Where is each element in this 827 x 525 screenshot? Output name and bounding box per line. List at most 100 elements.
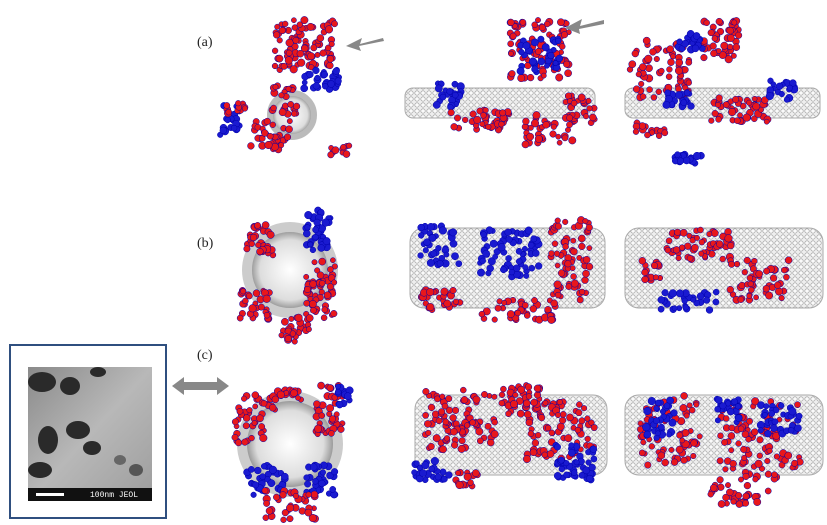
bead [277, 38, 283, 44]
bead [694, 235, 699, 240]
bead [317, 35, 324, 42]
bead [555, 263, 560, 268]
bead [458, 445, 465, 452]
bead [676, 446, 683, 453]
bead [305, 509, 312, 516]
bead [502, 300, 507, 305]
bead [285, 335, 292, 342]
bead [645, 462, 652, 469]
bead [338, 426, 345, 433]
bead [571, 100, 577, 106]
bead [252, 420, 257, 425]
bead [288, 101, 294, 107]
bead [736, 441, 742, 447]
bead [662, 459, 669, 466]
arrow [346, 38, 384, 51]
bead [691, 453, 697, 459]
bead [433, 101, 440, 108]
bead [263, 500, 269, 506]
bead [571, 248, 578, 255]
bead [330, 486, 336, 492]
bead [315, 75, 321, 81]
bead [649, 444, 655, 450]
bead [716, 241, 723, 248]
bead [704, 20, 710, 26]
bead [738, 297, 744, 303]
bead [684, 413, 689, 418]
bead [555, 412, 560, 417]
bead [698, 227, 704, 233]
bead [738, 477, 743, 482]
bead [765, 488, 771, 494]
bead [725, 235, 733, 243]
bead [663, 101, 670, 108]
bead [314, 425, 322, 433]
bead [418, 224, 425, 231]
bead [675, 86, 681, 92]
bead [715, 406, 721, 412]
bead [779, 295, 785, 301]
bead [555, 292, 561, 298]
bead [254, 467, 261, 474]
bead [675, 152, 681, 158]
bead [311, 491, 318, 498]
bead [728, 108, 736, 116]
bead [440, 394, 445, 399]
bead [784, 97, 790, 103]
bead [783, 274, 789, 280]
bead [721, 42, 728, 49]
bead [500, 386, 506, 392]
bead [567, 115, 573, 121]
bead [491, 430, 498, 437]
bead [470, 111, 477, 118]
bead [310, 307, 316, 313]
bead [454, 115, 460, 121]
bead [720, 256, 726, 262]
bead [510, 400, 517, 407]
bead [771, 82, 776, 87]
bead [310, 247, 316, 253]
bead [713, 289, 719, 295]
bead [313, 401, 320, 408]
bead [533, 250, 540, 257]
bead [499, 400, 505, 406]
bead [331, 310, 338, 317]
bead [726, 489, 733, 496]
bead [290, 390, 297, 397]
bead [304, 475, 310, 481]
bead [779, 91, 785, 97]
bead [255, 242, 261, 248]
bead [498, 243, 506, 251]
bead [293, 493, 299, 499]
bead [286, 126, 293, 133]
bead [523, 455, 530, 462]
bead [510, 33, 516, 39]
bead [762, 412, 767, 417]
bead [290, 66, 298, 74]
bead [735, 32, 742, 39]
bead [559, 417, 566, 424]
bead [557, 140, 562, 145]
bead [450, 414, 457, 421]
bead [249, 305, 257, 313]
bead [667, 46, 674, 53]
bead [565, 434, 572, 441]
bead [319, 280, 325, 286]
bead [754, 295, 759, 300]
bead [340, 144, 346, 150]
bead [513, 392, 518, 397]
bead [557, 399, 563, 405]
bead [414, 461, 420, 467]
bead [654, 56, 660, 62]
bead [581, 405, 587, 411]
bead [658, 296, 665, 303]
bead [699, 239, 705, 245]
bead [334, 412, 339, 417]
bead [256, 415, 263, 422]
bead [426, 288, 434, 296]
bead [418, 253, 424, 259]
bead [675, 67, 682, 74]
bead [730, 460, 737, 467]
bead [693, 152, 701, 160]
bead [641, 440, 646, 445]
